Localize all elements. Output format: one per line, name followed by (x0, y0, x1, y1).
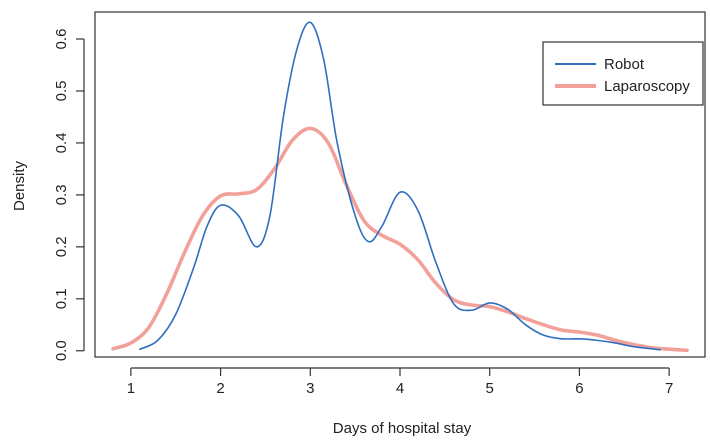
y-axis: 0.0 0.1 0.2 0.3 0.4 0.5 0.6 (53, 29, 85, 361)
x-tick-label: 6 (575, 380, 583, 397)
y-tick-label: 0.1 (53, 288, 70, 309)
legend-box (542, 41, 704, 106)
y-axis-title: Density (11, 160, 28, 211)
legend-label-robot: Robot (604, 56, 645, 73)
y-tick-label: 0.2 (53, 236, 70, 257)
y-tick-label: 0.6 (53, 29, 70, 50)
x-axis: 1 2 3 4 5 6 7 (127, 367, 673, 397)
x-tick-label: 7 (665, 380, 673, 397)
x-tick-label: 5 (486, 380, 494, 397)
x-tick-label: 1 (127, 380, 135, 397)
y-tick-label: 0.4 (53, 133, 70, 154)
y-tick-label: 0.0 (53, 340, 70, 361)
series-layer (111, 21, 689, 353)
series-line-laparoscopy (111, 126, 689, 353)
series-line-robot (139, 21, 661, 351)
plot-frame (94, 11, 706, 358)
y-tick-label: 0.5 (53, 81, 70, 102)
x-axis-title: Days of hospital stay (333, 420, 472, 437)
y-tick-label: 0.3 (53, 184, 70, 205)
legend: Robot Laparoscopy (542, 41, 704, 106)
x-tick-label: 2 (216, 380, 224, 397)
x-tick-label: 3 (306, 380, 314, 397)
legend-label-laparoscopy: Laparoscopy (604, 78, 690, 95)
x-tick-label: 4 (396, 380, 404, 397)
